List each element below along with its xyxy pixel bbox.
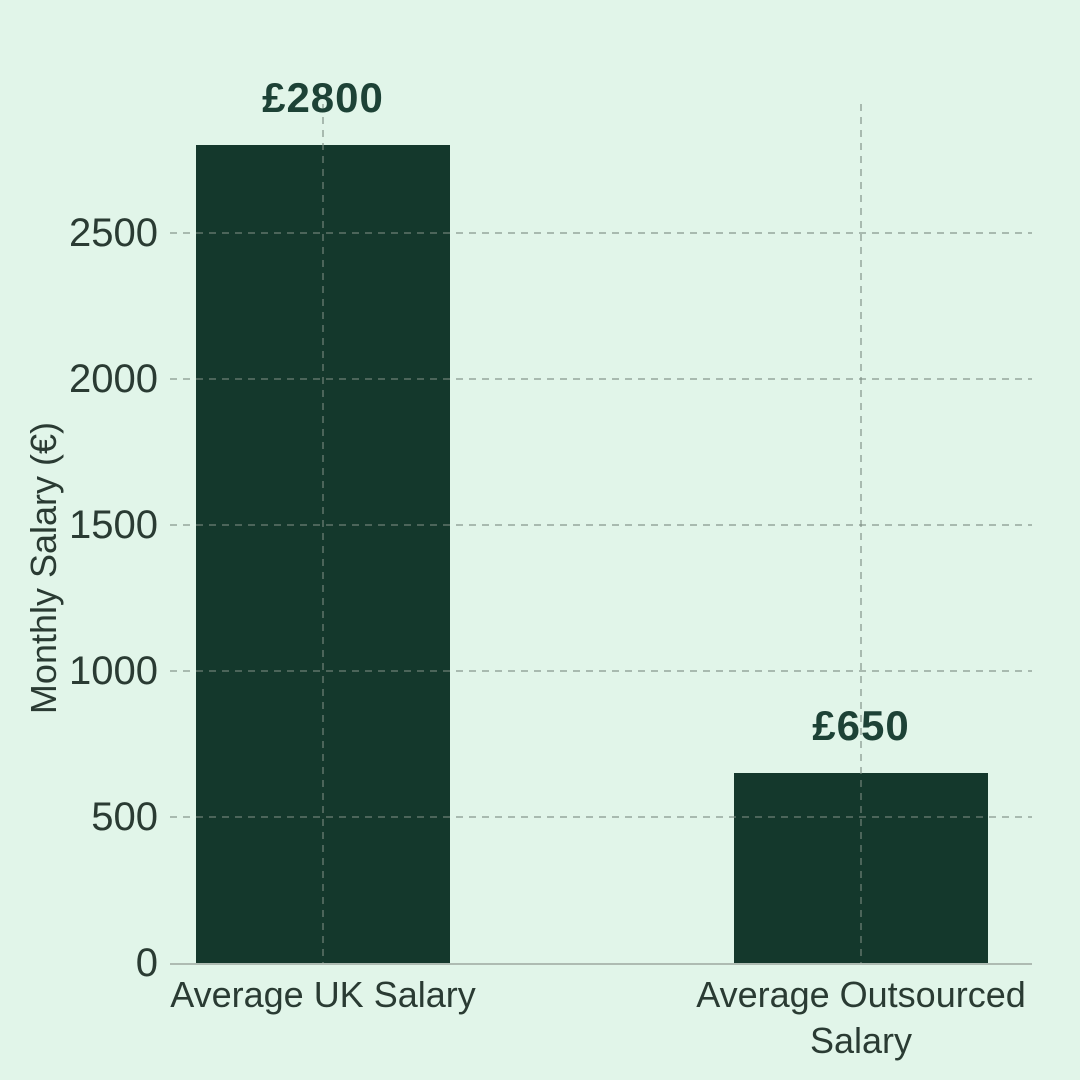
horizontal-gridline [170,815,1032,818]
bar-value-label: £2800 [262,73,384,121]
x-axis-line [170,963,1032,965]
bar-value-label: £650 [812,702,910,750]
vertical-gridline [860,104,862,963]
x-category-label: Average Outsourced Salary [696,974,1026,1061]
y-tick-label: 0 [135,941,158,985]
x-category-label: Average UK Salary [170,974,476,1015]
vertical-gridline [322,104,324,963]
horizontal-gridline [170,669,1032,672]
y-tick-label: 500 [91,794,158,839]
horizontal-gridline [170,523,1032,526]
y-tick-label: 1500 [69,502,158,547]
horizontal-gridline [170,377,1032,380]
y-tick-label: 2000 [69,356,158,401]
y-tick-label: 1000 [69,648,158,693]
horizontal-gridline [170,231,1032,234]
y-tick-label: 2500 [69,210,158,255]
